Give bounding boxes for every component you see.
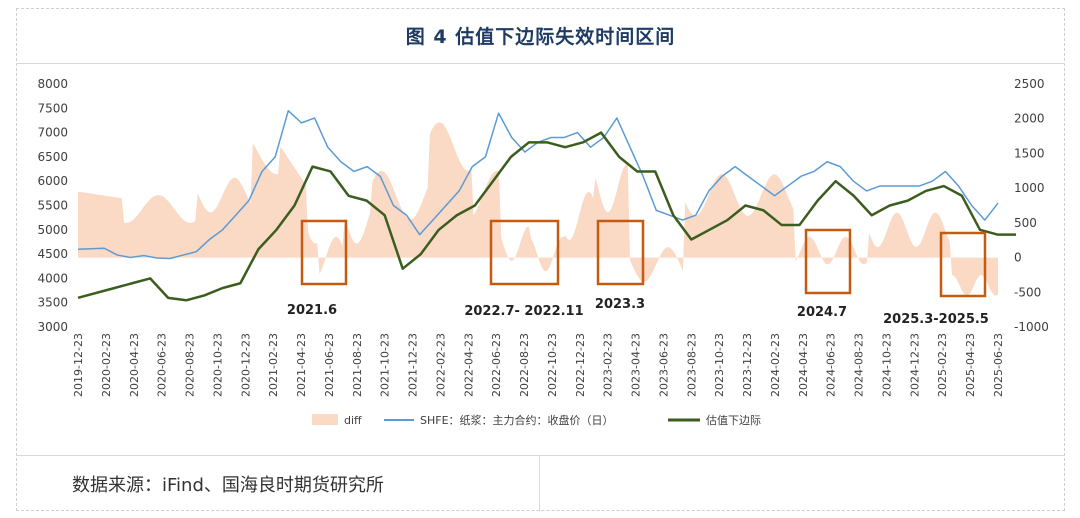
x-tick: 2021-12-23 bbox=[407, 333, 420, 397]
annotation-label: 2025.3-2025.5 bbox=[883, 312, 989, 327]
annotation-box bbox=[300, 219, 348, 286]
title-bar: 图 4 估值下边际失效时间区间 bbox=[16, 8, 1065, 64]
x-tick: 2024-12-23 bbox=[908, 333, 921, 397]
y-left-tick: 6500 bbox=[37, 150, 68, 164]
x-tick: 2020-02-23 bbox=[100, 333, 113, 397]
y-left-tick: 3500 bbox=[37, 296, 68, 310]
x-tick: 2022-12-23 bbox=[574, 333, 587, 397]
chart-title: 图 4 估值下边际失效时间区间 bbox=[405, 26, 676, 48]
x-tick: 2022-06-23 bbox=[490, 333, 503, 397]
y-left-tick: 7000 bbox=[37, 126, 68, 140]
y-left-tick: 7500 bbox=[37, 101, 68, 115]
y-left-tick: 5500 bbox=[37, 199, 68, 213]
x-tick: 2023-06-23 bbox=[657, 333, 670, 397]
y-left-tick: 4000 bbox=[37, 271, 68, 285]
source-box: 数据来源：iFind、国海良时期货研究所 bbox=[16, 455, 540, 511]
shfe-line bbox=[77, 109, 999, 260]
x-tick: 2023-04-23 bbox=[630, 333, 643, 397]
x-tick: 2022-10-23 bbox=[546, 333, 559, 397]
x-tick: 2024-04-23 bbox=[797, 333, 810, 397]
x-tick: 2025-06-23 bbox=[992, 333, 1005, 397]
x-tick: 2020-12-23 bbox=[239, 333, 252, 397]
legend-diff: diff bbox=[344, 414, 362, 427]
x-tick: 2020-06-23 bbox=[156, 333, 169, 397]
x-tick: 2023-10-23 bbox=[713, 333, 726, 397]
legend-boundary: 估值下边际 bbox=[706, 414, 761, 427]
y-right-tick: 1000 bbox=[1014, 181, 1045, 195]
y-right-tick: 2500 bbox=[1014, 77, 1045, 91]
x-tick: 2021-04-23 bbox=[295, 333, 308, 397]
x-tick: 2023-12-23 bbox=[741, 333, 754, 397]
x-tick: 2021-02-23 bbox=[267, 333, 280, 397]
annotation-label: 2024.7 bbox=[797, 305, 847, 320]
y-right-tick: -500 bbox=[1014, 285, 1041, 299]
x-tick: 2021-08-23 bbox=[351, 333, 364, 397]
y-left-tick: 4500 bbox=[37, 247, 68, 261]
y-right-tick: 500 bbox=[1014, 216, 1037, 230]
legend-swatch-diff bbox=[312, 414, 338, 425]
x-tick: 2022-02-23 bbox=[434, 333, 447, 397]
x-tick: 2024-02-23 bbox=[769, 333, 782, 397]
x-tick: 2021-06-23 bbox=[323, 333, 336, 397]
annotation-label: 2023.3 bbox=[595, 297, 645, 312]
boundary-line bbox=[77, 131, 1017, 302]
x-tick: 2023-08-23 bbox=[685, 333, 698, 397]
y-right-tick: 2000 bbox=[1014, 112, 1045, 126]
y-left-tick: 3000 bbox=[37, 320, 68, 334]
annotation-box bbox=[489, 219, 560, 286]
y-right-tick: 1500 bbox=[1014, 146, 1045, 160]
x-tick: 2020-10-23 bbox=[211, 333, 224, 397]
chart-frame bbox=[16, 8, 1065, 511]
y-left-tick: 6000 bbox=[37, 174, 68, 188]
annotation-label: 2021.6 bbox=[287, 303, 337, 318]
x-tick: 2025-04-23 bbox=[964, 333, 977, 397]
x-tick: 2025-02-23 bbox=[936, 333, 949, 397]
y-right-tick: 0 bbox=[1014, 251, 1022, 265]
annotation-box bbox=[804, 228, 852, 295]
source-text: 数据来源：iFind、国海良时期货研究所 bbox=[72, 474, 384, 496]
x-tick: 2024-08-23 bbox=[853, 333, 866, 397]
y-left-tick: 5000 bbox=[37, 223, 68, 237]
x-tick: 2024-10-23 bbox=[880, 333, 893, 397]
x-tick: 2020-08-23 bbox=[184, 333, 197, 397]
x-tick: 2019-12-23 bbox=[72, 333, 85, 397]
legend-shfe: SHFE：纸浆：主力合约：收盘价（日） bbox=[420, 413, 614, 427]
annotation-label: 2022.7- 2022.11 bbox=[464, 304, 583, 319]
x-tick: 2024-06-23 bbox=[825, 333, 838, 397]
x-tick: 2023-02-23 bbox=[602, 333, 615, 397]
x-tick: 2022-04-23 bbox=[462, 333, 475, 397]
annotation-box bbox=[596, 219, 645, 286]
diff-area bbox=[78, 122, 998, 296]
annotation-box bbox=[939, 231, 987, 298]
y-right-tick: -1000 bbox=[1014, 320, 1049, 334]
y-left-tick: 8000 bbox=[37, 77, 68, 91]
x-tick: 2020-04-23 bbox=[128, 333, 141, 397]
x-tick: 2021-10-23 bbox=[379, 333, 392, 397]
source-right-cell bbox=[540, 455, 1065, 511]
x-tick: 2022-08-23 bbox=[518, 333, 531, 397]
